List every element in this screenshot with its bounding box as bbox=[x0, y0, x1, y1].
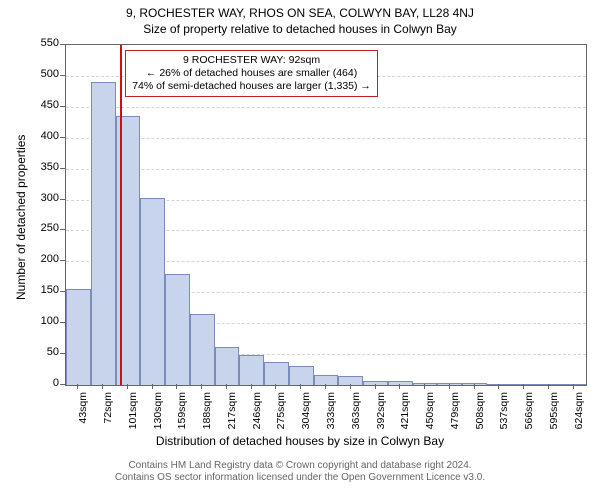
x-tick-label: 333sqm bbox=[325, 392, 337, 442]
y-tick bbox=[60, 260, 65, 261]
histogram-bar bbox=[536, 384, 561, 385]
x-tick-label: 595sqm bbox=[548, 392, 560, 442]
y-tick-label: 150 bbox=[31, 284, 59, 296]
annotation-line1: 9 ROCHESTER WAY: 92sqm bbox=[132, 54, 371, 67]
gridline bbox=[66, 138, 586, 139]
x-tick-label: 246sqm bbox=[251, 392, 263, 442]
y-tick-label: 500 bbox=[31, 68, 59, 80]
x-tick-label: 566sqm bbox=[523, 392, 535, 442]
histogram-bar bbox=[190, 314, 215, 385]
x-tick-label: 130sqm bbox=[152, 392, 164, 442]
copyright-line1: Contains HM Land Registry data © Crown c… bbox=[128, 460, 471, 471]
y-tick bbox=[60, 106, 65, 107]
y-tick bbox=[60, 199, 65, 200]
x-tick-label: 624sqm bbox=[573, 392, 585, 442]
x-tick bbox=[275, 384, 276, 389]
histogram-bar bbox=[437, 383, 462, 385]
x-tick-label: 101sqm bbox=[127, 392, 139, 442]
annotation-box: 9 ROCHESTER WAY: 92sqm← 26% of detached … bbox=[125, 50, 378, 97]
y-tick-label: 250 bbox=[31, 222, 59, 234]
histogram-bar bbox=[289, 366, 314, 385]
copyright-line2: Contains OS sector information licensed … bbox=[115, 472, 485, 483]
copyright-text: Contains HM Land Registry data © Crown c… bbox=[0, 460, 600, 484]
x-tick bbox=[350, 384, 351, 389]
y-tick bbox=[60, 75, 65, 76]
y-tick bbox=[60, 229, 65, 230]
x-tick-label: 479sqm bbox=[449, 392, 461, 442]
x-tick-label: 450sqm bbox=[424, 392, 436, 442]
histogram-bar bbox=[338, 376, 363, 385]
x-tick bbox=[226, 384, 227, 389]
x-tick bbox=[300, 384, 301, 389]
x-tick-label: 217sqm bbox=[226, 392, 238, 442]
x-tick bbox=[424, 384, 425, 389]
y-tick-label: 550 bbox=[31, 37, 59, 49]
y-tick bbox=[60, 384, 65, 385]
x-tick bbox=[399, 384, 400, 389]
y-tick bbox=[60, 291, 65, 292]
y-tick bbox=[60, 168, 65, 169]
x-tick-label: 275sqm bbox=[275, 392, 287, 442]
histogram-bar bbox=[116, 116, 141, 385]
x-tick bbox=[251, 384, 252, 389]
x-tick bbox=[548, 384, 549, 389]
y-tick-label: 50 bbox=[31, 346, 59, 358]
histogram-bar bbox=[215, 347, 240, 385]
x-tick-label: 537sqm bbox=[498, 392, 510, 442]
x-tick-label: 392sqm bbox=[375, 392, 387, 442]
x-tick-label: 188sqm bbox=[201, 392, 213, 442]
histogram-bar bbox=[363, 381, 388, 385]
x-tick bbox=[325, 384, 326, 389]
y-tick-label: 300 bbox=[31, 192, 59, 204]
y-tick-label: 400 bbox=[31, 130, 59, 142]
y-tick-label: 350 bbox=[31, 161, 59, 173]
y-tick bbox=[60, 322, 65, 323]
x-tick-label: 363sqm bbox=[350, 392, 362, 442]
gridline bbox=[66, 107, 586, 108]
y-tick bbox=[60, 44, 65, 45]
x-tick-label: 72sqm bbox=[102, 392, 114, 442]
x-tick bbox=[523, 384, 524, 389]
x-tick bbox=[201, 384, 202, 389]
x-tick bbox=[375, 384, 376, 389]
x-tick bbox=[152, 384, 153, 389]
y-tick bbox=[60, 137, 65, 138]
x-tick-label: 421sqm bbox=[399, 392, 411, 442]
annotation-line3: 74% of semi-detached houses are larger (… bbox=[132, 80, 371, 93]
x-tick-label: 304sqm bbox=[300, 392, 312, 442]
y-tick-label: 100 bbox=[31, 315, 59, 327]
histogram-bar bbox=[66, 289, 91, 385]
y-tick-label: 200 bbox=[31, 253, 59, 265]
chart-subtitle: Size of property relative to detached ho… bbox=[0, 22, 600, 36]
annotation-line2: ← 26% of detached houses are smaller (46… bbox=[132, 67, 371, 80]
x-tick bbox=[102, 384, 103, 389]
x-tick bbox=[498, 384, 499, 389]
gridline bbox=[66, 169, 586, 170]
histogram-bar bbox=[561, 384, 586, 385]
histogram-bar bbox=[264, 362, 289, 385]
property-marker-line bbox=[120, 45, 122, 385]
chart-title: 9, ROCHESTER WAY, RHOS ON SEA, COLWYN BA… bbox=[0, 6, 600, 20]
x-tick bbox=[573, 384, 574, 389]
x-tick-label: 508sqm bbox=[474, 392, 486, 442]
x-tick bbox=[474, 384, 475, 389]
y-tick-label: 0 bbox=[31, 377, 59, 389]
histogram-bar bbox=[239, 355, 264, 385]
histogram-bar bbox=[91, 82, 116, 385]
y-axis-label: Number of detached properties bbox=[14, 135, 28, 300]
x-tick bbox=[77, 384, 78, 389]
y-tick-label: 450 bbox=[31, 99, 59, 111]
histogram-bar bbox=[140, 198, 165, 385]
x-tick bbox=[127, 384, 128, 389]
x-tick bbox=[176, 384, 177, 389]
x-tick-label: 43sqm bbox=[77, 392, 89, 442]
x-tick bbox=[449, 384, 450, 389]
histogram-bar bbox=[462, 383, 487, 385]
y-tick bbox=[60, 353, 65, 354]
histogram-bar bbox=[165, 274, 190, 385]
x-tick-label: 159sqm bbox=[176, 392, 188, 442]
